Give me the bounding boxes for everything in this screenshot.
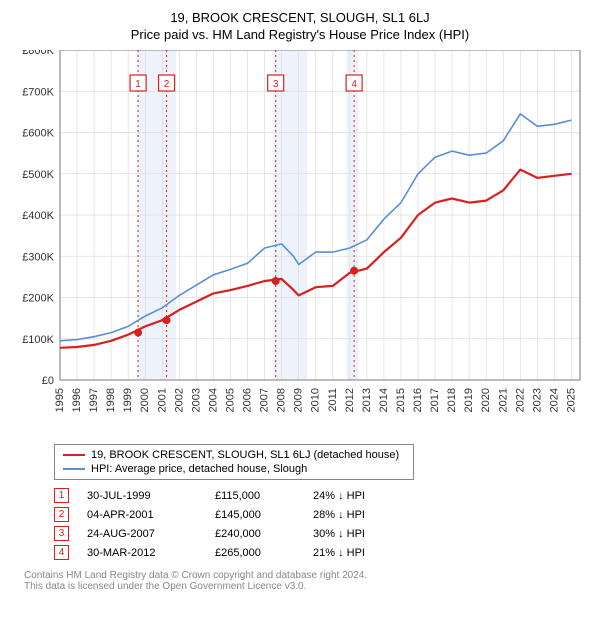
- sale-price: £145,000: [215, 509, 295, 521]
- svg-text:2001: 2001: [156, 388, 168, 412]
- svg-text:2021: 2021: [497, 388, 509, 412]
- sale-marker-number: 1: [54, 488, 69, 503]
- svg-text:£0: £0: [42, 375, 54, 387]
- sale-price: £115,000: [215, 490, 295, 502]
- svg-text:2009: 2009: [293, 388, 305, 412]
- svg-text:1998: 1998: [105, 388, 117, 412]
- svg-text:2002: 2002: [173, 388, 185, 412]
- svg-text:2014: 2014: [378, 388, 390, 412]
- svg-text:2011: 2011: [327, 388, 339, 412]
- chart-area: £0 £100K £200K £300K £400K £500K £600K £700K £80…: [12, 50, 588, 438]
- footer-attribution: Contains HM Land Registry data © Crown c…: [24, 570, 588, 592]
- svg-text:2015: 2015: [395, 388, 407, 412]
- svg-text:£500K: £500K: [22, 169, 54, 181]
- svg-text:2024: 2024: [548, 388, 560, 412]
- svg-text:£700K: £700K: [22, 86, 54, 98]
- svg-text:2010: 2010: [310, 388, 322, 412]
- sale-date: 24-AUG-2007: [87, 528, 197, 540]
- svg-text:£800K: £800K: [22, 50, 54, 57]
- svg-text:2013: 2013: [361, 388, 373, 412]
- sales-table: 1 30-JUL-1999 £115,000 24% ↓ HPI 2 04-APR-200…: [54, 486, 588, 562]
- sale-marker-number: 2: [54, 507, 69, 522]
- sale-marker-number: 4: [54, 545, 69, 560]
- svg-text:4: 4: [351, 79, 357, 90]
- svg-text:2012: 2012: [344, 388, 356, 412]
- svg-text:£300K: £300K: [22, 251, 54, 263]
- sale-hpi-diff: 24% ↓ HPI: [313, 490, 403, 502]
- sales-row: 3 24-AUG-2007 £240,000 30% ↓ HPI: [54, 524, 588, 543]
- footer-line1: Contains HM Land Registry data © Crown c…: [24, 570, 588, 581]
- svg-text:2008: 2008: [276, 388, 288, 412]
- svg-text:2007: 2007: [259, 388, 271, 412]
- footer-line2: This data is licensed under the Open Gov…: [24, 581, 588, 592]
- svg-text:2005: 2005: [224, 388, 236, 412]
- svg-text:£200K: £200K: [22, 293, 54, 305]
- sale-date: 04-APR-2001: [87, 509, 197, 521]
- svg-text:2025: 2025: [565, 388, 577, 412]
- svg-text:2023: 2023: [531, 388, 543, 412]
- svg-text:1995: 1995: [54, 388, 66, 412]
- sale-price: £240,000: [215, 528, 295, 540]
- sale-hpi-diff: 30% ↓ HPI: [313, 528, 403, 540]
- svg-text:2022: 2022: [514, 388, 526, 412]
- sale-price: £265,000: [215, 547, 295, 559]
- legend-item: HPI: Average price, detached house, Slou…: [63, 462, 405, 476]
- svg-text:2004: 2004: [207, 388, 219, 412]
- sales-row: 1 30-JUL-1999 £115,000 24% ↓ HPI: [54, 486, 588, 505]
- legend-swatch: [63, 468, 85, 470]
- svg-text:2020: 2020: [480, 388, 492, 412]
- svg-text:£600K: £600K: [22, 128, 54, 140]
- svg-text:1999: 1999: [122, 388, 134, 412]
- svg-text:£100K: £100K: [22, 334, 54, 346]
- svg-text:2016: 2016: [412, 388, 424, 412]
- svg-text:1: 1: [135, 79, 141, 90]
- svg-text:2003: 2003: [190, 388, 202, 412]
- sale-date: 30-MAR-2012: [87, 547, 197, 559]
- svg-text:1996: 1996: [71, 388, 83, 412]
- svg-text:2006: 2006: [242, 388, 254, 412]
- legend-item: 19, BROOK CRESCENT, SLOUGH, SL1 6LJ (det…: [63, 448, 405, 462]
- sale-marker-number: 3: [54, 526, 69, 541]
- sale-hpi-diff: 28% ↓ HPI: [313, 509, 403, 521]
- svg-text:£400K: £400K: [22, 210, 54, 222]
- svg-text:3: 3: [273, 79, 279, 90]
- chart-title-subtitle: Price paid vs. HM Land Registry's House …: [12, 27, 588, 42]
- svg-text:2000: 2000: [139, 388, 151, 412]
- svg-text:2019: 2019: [463, 388, 475, 412]
- sales-row: 2 04-APR-2001 £145,000 28% ↓ HPI: [54, 505, 588, 524]
- chart-title-address: 19, BROOK CRESCENT, SLOUGH, SL1 6LJ: [12, 10, 588, 25]
- svg-text:2017: 2017: [429, 388, 441, 412]
- chart-legend: 19, BROOK CRESCENT, SLOUGH, SL1 6LJ (det…: [54, 444, 414, 480]
- sale-hpi-diff: 21% ↓ HPI: [313, 547, 403, 559]
- legend-label: 19, BROOK CRESCENT, SLOUGH, SL1 6LJ (det…: [91, 449, 399, 461]
- svg-text:2: 2: [164, 79, 170, 90]
- svg-text:2018: 2018: [446, 388, 458, 412]
- sales-row: 4 30-MAR-2012 £265,000 21% ↓ HPI: [54, 543, 588, 562]
- price-chart: £0 £100K £200K £300K £400K £500K £600K £700K £80…: [12, 50, 588, 438]
- legend-label: HPI: Average price, detached house, Slou…: [91, 463, 307, 475]
- sale-date: 30-JUL-1999: [87, 490, 197, 502]
- svg-text:1997: 1997: [88, 388, 100, 412]
- legend-swatch: [63, 454, 85, 456]
